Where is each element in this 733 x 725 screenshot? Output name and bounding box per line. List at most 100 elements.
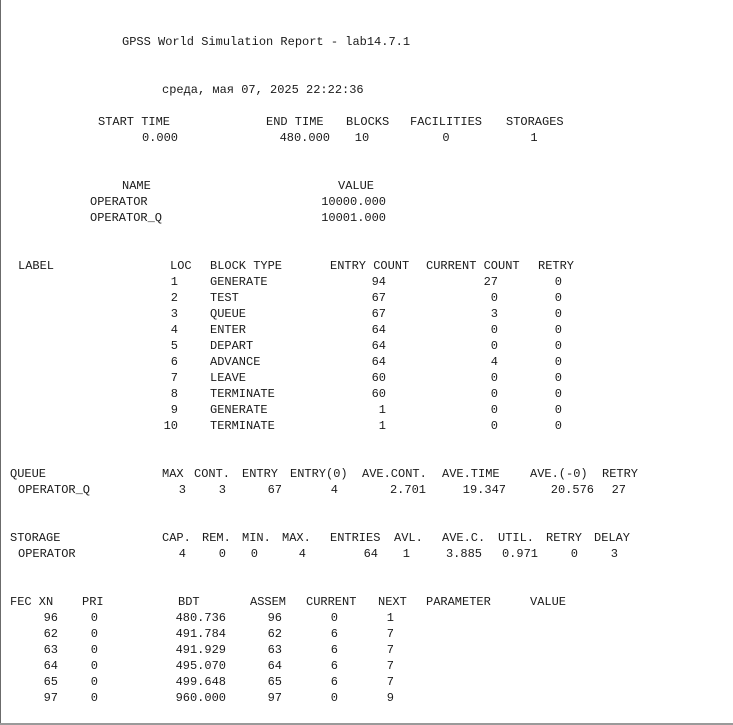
fec-cell: 96	[43, 611, 58, 625]
block-current-count: 0	[490, 403, 498, 417]
block-current-count: 3	[490, 307, 498, 321]
summary-value: 1	[530, 131, 538, 145]
block-entry-count: 60	[371, 387, 386, 401]
storage-cell: 0	[570, 547, 578, 561]
queue-header: ENTRY	[242, 467, 279, 481]
fec-cell: 64	[43, 659, 58, 673]
block-entry-count: 67	[371, 307, 386, 321]
block-current-count: 4	[490, 355, 498, 369]
block-loc: 5	[170, 339, 178, 353]
fec-header: ASSEM	[250, 595, 287, 609]
fec-header: NEXT	[378, 595, 407, 609]
block-loc: 10	[163, 419, 178, 433]
block-retry: 0	[554, 419, 562, 433]
queue-cell: 3	[178, 483, 186, 497]
fec-cell: 65	[267, 675, 282, 689]
block-type: DEPART	[210, 339, 254, 353]
block-loc: 2	[170, 291, 178, 305]
fec-cell: 7	[386, 643, 394, 657]
block-current-count: 0	[490, 339, 498, 353]
fec-cell: 9	[386, 691, 394, 705]
storage-cell: 0	[250, 547, 258, 561]
block-retry: 0	[554, 355, 562, 369]
block-type: ADVANCE	[210, 355, 261, 369]
fec-cell: 0	[90, 627, 98, 641]
block-retry: 0	[554, 323, 562, 337]
block-type: LEAVE	[210, 371, 247, 385]
fec-cell: 0	[90, 691, 98, 705]
fec-cell: 491.929	[175, 643, 226, 657]
queue-header: CONT.	[194, 467, 231, 481]
fec-cell: 0	[90, 675, 98, 689]
fec-header: PRI	[82, 595, 104, 609]
fec-cell: 7	[386, 627, 394, 641]
block-type: TERMINATE	[210, 419, 275, 433]
storage-name: OPERATOR	[18, 547, 76, 561]
block-type: ENTER	[210, 323, 247, 337]
blocks-header: LABEL	[18, 259, 55, 273]
fec-cell: 7	[386, 659, 394, 673]
storage-header: MAX.	[282, 531, 311, 545]
queue-cell: 4	[330, 483, 338, 497]
block-retry: 0	[554, 275, 562, 289]
window-left-border	[0, 0, 1, 725]
name-value: 10000.000	[321, 195, 386, 209]
blocks-header: RETRY	[538, 259, 575, 273]
fec-header: FEC XN	[10, 595, 54, 609]
storage-header: DELAY	[594, 531, 631, 545]
fec-cell: 63	[43, 643, 58, 657]
block-entry-count: 67	[371, 291, 386, 305]
queue-header: MAX	[162, 467, 184, 481]
fec-cell: 1	[386, 611, 394, 625]
fec-header: PARAMETER	[426, 595, 491, 609]
storage-header: ENTRIES	[330, 531, 381, 545]
fec-cell: 63	[267, 643, 282, 657]
block-retry: 0	[554, 291, 562, 305]
block-entry-count: 60	[371, 371, 386, 385]
storage-cell: 4	[178, 547, 186, 561]
block-entry-count: 94	[371, 275, 386, 289]
block-loc: 8	[170, 387, 178, 401]
queue-cell: 27	[611, 483, 626, 497]
block-loc: 4	[170, 323, 178, 337]
fec-cell: 495.070	[175, 659, 226, 673]
queue-cell: 67	[267, 483, 282, 497]
block-current-count: 0	[490, 323, 498, 337]
summary-value: 0	[442, 131, 450, 145]
block-current-count: 0	[490, 291, 498, 305]
block-type: GENERATE	[210, 275, 268, 289]
summary-header: STORAGES	[506, 115, 564, 129]
block-current-count: 0	[490, 419, 498, 433]
name-entry: OPERATOR_Q	[90, 211, 163, 225]
block-retry: 0	[554, 387, 562, 401]
block-entry-count: 64	[371, 355, 386, 369]
queue-cell: 2.701	[389, 483, 426, 497]
fec-cell: 0	[90, 659, 98, 673]
fec-cell: 0	[330, 691, 338, 705]
blocks-header: ENTRY COUNT	[330, 259, 410, 273]
queue-header: AVE.TIME	[442, 467, 500, 481]
queue-header: RETRY	[602, 467, 639, 481]
fec-cell: 499.648	[175, 675, 226, 689]
name-entry: OPERATOR	[90, 195, 148, 209]
queue-header: AVE.(-0)	[530, 467, 588, 481]
storage-cell: 0.971	[501, 547, 538, 561]
fec-cell: 64	[267, 659, 282, 673]
fec-cell: 6	[330, 627, 338, 641]
storage-header: CAP.	[162, 531, 191, 545]
summary-header: FACILITIES	[410, 115, 483, 129]
names-header: VALUE	[338, 179, 375, 193]
queue-cell: 19.347	[462, 483, 506, 497]
block-current-count: 0	[490, 387, 498, 401]
block-retry: 0	[554, 371, 562, 385]
fec-cell: 0	[90, 611, 98, 625]
storage-header: UTIL.	[498, 531, 535, 545]
name-value: 10001.000	[321, 211, 386, 225]
fec-cell: 960.000	[175, 691, 226, 705]
fec-cell: 62	[267, 627, 282, 641]
storage-cell: 64	[363, 547, 378, 561]
fec-header: CURRENT	[306, 595, 357, 609]
storage-cell: 0	[218, 547, 226, 561]
block-type: QUEUE	[210, 307, 247, 321]
fec-cell: 96	[267, 611, 282, 625]
